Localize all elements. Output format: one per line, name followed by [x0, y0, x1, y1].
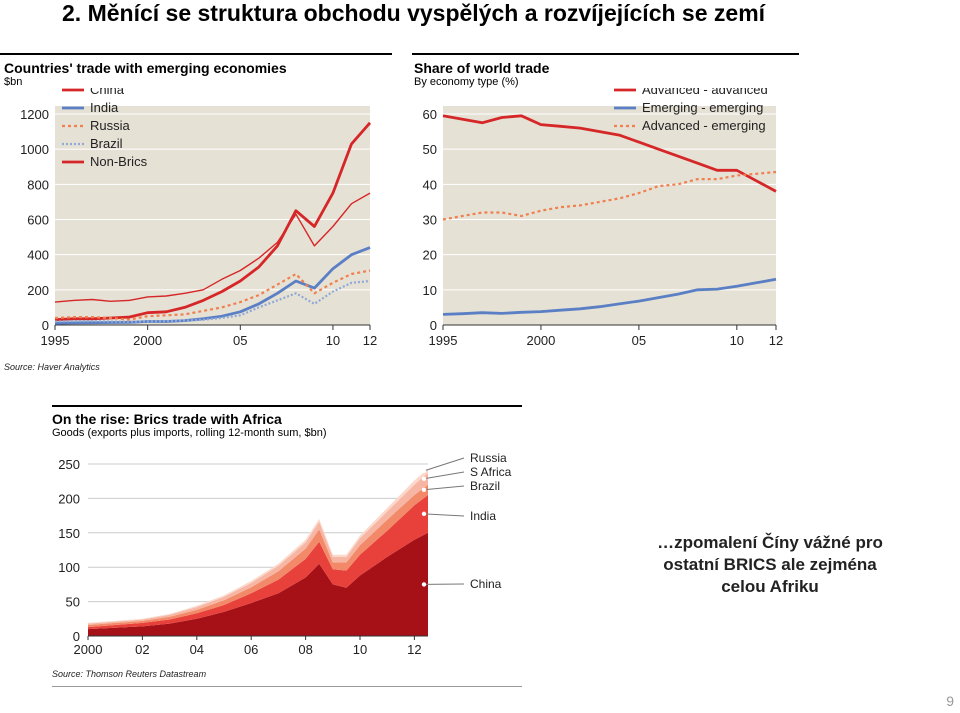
x-tick-label: 10: [326, 333, 340, 348]
area-label: Brazil: [470, 479, 500, 493]
chart2-subtitle-text: By economy type: [414, 76, 499, 88]
y-tick-label: 200: [58, 491, 80, 506]
y-tick-label: 100: [58, 560, 80, 575]
leader-dot: [421, 582, 427, 587]
y-tick-label: 250: [58, 457, 80, 472]
page-number: 9: [946, 693, 954, 709]
leader-dot: [421, 468, 427, 474]
leader-dot: [421, 487, 427, 492]
chart2-top-rule: [412, 53, 799, 55]
y-tick-label: 1200: [20, 107, 49, 122]
legend-label: Advanced - advanced: [642, 88, 768, 97]
leader-line: [423, 513, 465, 517]
series-line-china: [54, 121, 372, 322]
chart2-subtitle-unit: (%): [501, 76, 519, 88]
x-tick-label: 08: [298, 642, 312, 657]
y-tick-label: 600: [27, 213, 49, 228]
y-tick-label: 150: [58, 526, 80, 541]
legend-label: Non-Brics: [90, 154, 148, 169]
series-line-brazil: [54, 279, 371, 323]
x-tick-label: 05: [233, 333, 247, 348]
y-tick-label: 400: [27, 248, 49, 263]
series-line-non-brics: [54, 192, 371, 303]
leader-line: [423, 485, 465, 491]
area-label: S Africa: [470, 465, 512, 479]
chart1-title: Countries' trade with emerging economies: [4, 60, 287, 76]
area-china: [88, 532, 428, 636]
leader-line: [423, 471, 465, 480]
chart1-top-rule: [0, 53, 392, 55]
series-line-advanced-advanced: [442, 114, 777, 193]
x-tick-label: 1995: [429, 333, 458, 348]
source-bottom: Source: Thomson Reuters Datastream: [52, 669, 207, 679]
x-tick-label: 10: [353, 642, 367, 657]
chart2-subtitle: By economy type (%): [414, 76, 519, 88]
area-label: India: [470, 509, 496, 523]
x-tick-label: 02: [135, 642, 149, 657]
note-line-1: …zpomalení Číny vážné pro: [657, 533, 883, 552]
legend-label: Russia: [90, 118, 131, 133]
y-tick-label: 50: [66, 595, 80, 610]
series-line-advanced-emerging: [442, 170, 777, 221]
x-tick-label: 12: [407, 642, 421, 657]
chart3-plot: 0 50 100 150 200 250 2000 02 04 06 08 10 12 China Indi…: [58, 451, 512, 657]
y-tick-label: 0: [73, 629, 80, 644]
source-top: Source: Haver Analytics: [4, 362, 100, 372]
y-tick-label: 200: [27, 283, 49, 298]
chart1-unit: $bn: [4, 76, 23, 88]
leader-dot: [421, 511, 427, 517]
legend-label: India: [90, 100, 119, 115]
x-tick-label: 2000: [133, 333, 162, 348]
chart2-plot: 0 10 20 30 40 50 60 1995 2000 05 10 12 Advanced - ad…: [423, 88, 784, 348]
legend-label: Emerging - emerging: [642, 100, 763, 115]
y-tick-label: 10: [423, 283, 437, 298]
chart3-subtitle: Goods (exports plus imports, rolling 12-…: [52, 427, 327, 439]
area-label: China: [470, 577, 502, 591]
chart1-plot: 0 200 400 600 800 1000 1200 1995 2000 05 10 12 China…: [20, 88, 377, 348]
plot-background: [443, 106, 776, 325]
x-tick-label: 12: [363, 333, 377, 348]
y-tick-label: 0: [430, 318, 437, 333]
chart2-title: Share of world trade: [414, 60, 550, 76]
leader-dot: [421, 476, 427, 481]
series-line-emerging-emerging: [442, 277, 777, 316]
y-tick-label: 50: [423, 142, 437, 157]
y-tick-label: 0: [42, 318, 49, 333]
x-tick-label: 06: [244, 642, 258, 657]
x-tick-label: 1995: [41, 333, 70, 348]
area-india: [88, 495, 428, 630]
y-tick-label: 20: [423, 248, 437, 263]
legend-label: Advanced - emerging: [642, 118, 766, 133]
plot-background: [55, 106, 370, 325]
x-tick-label: 10: [730, 333, 744, 348]
slide-title: 2. Měnící se struktura obchodu vyspělých…: [62, 0, 766, 26]
y-tick-label: 60: [423, 107, 437, 122]
annotation-note: …zpomalení Číny vážné pro ostatní BRICS …: [614, 532, 926, 598]
area-label: Russia: [470, 451, 507, 465]
y-tick-label: 40: [423, 177, 437, 192]
y-tick-label: 30: [423, 213, 437, 228]
chart3-bottom-rule: [52, 686, 522, 687]
x-tick-label: 12: [769, 333, 783, 348]
note-line-3: celou Afriku: [721, 577, 819, 596]
x-tick-label: 04: [190, 642, 204, 657]
x-tick-label: 05: [632, 333, 646, 348]
legend-label: China: [90, 88, 125, 97]
x-tick-label: 2000: [74, 642, 103, 657]
y-tick-label: 1000: [20, 142, 49, 157]
x-tick-label: 2000: [526, 333, 555, 348]
note-line-2: ostatní BRICS ale zejména: [663, 555, 877, 574]
chart3-title: On the rise: Brics trade with Africa: [52, 411, 282, 427]
chart3-top-rule: [52, 405, 522, 407]
series-line-russia: [54, 269, 371, 321]
leader-line: [423, 457, 465, 472]
legend-label: Brazil: [90, 136, 123, 151]
y-tick-label: 800: [27, 177, 49, 192]
